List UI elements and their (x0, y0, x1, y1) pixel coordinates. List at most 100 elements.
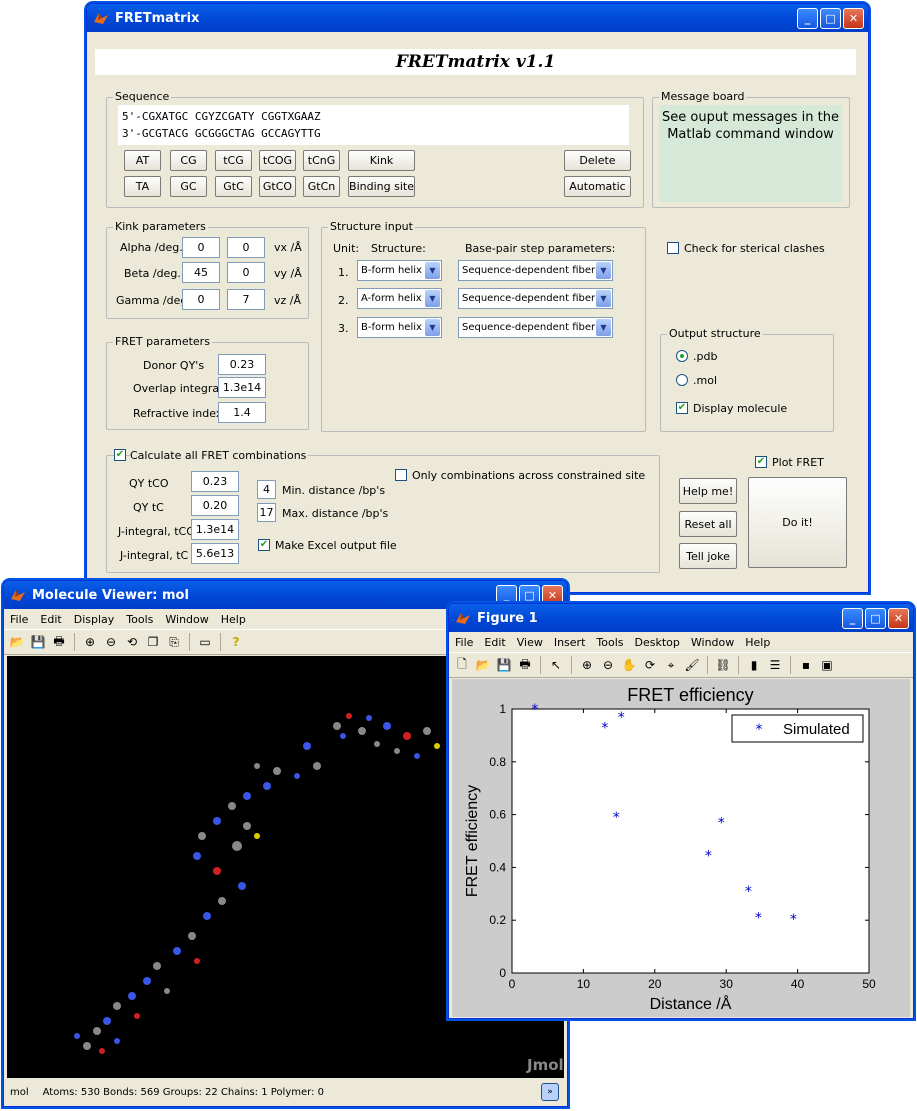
help-button[interactable]: Help me! (679, 478, 737, 504)
molecule-status-bar: mol Atoms: 530 Bonds: 569 Groups: 22 Cha… (4, 1078, 567, 1106)
tcg-button[interactable]: tCG (215, 150, 252, 171)
cg-button[interactable]: CG (170, 150, 207, 171)
gamma-angle-field[interactable]: 0 (182, 289, 220, 310)
beta-angle-field[interactable]: 45 (182, 262, 220, 283)
structure-select-3[interactable]: B-form helix ▼ (357, 317, 442, 338)
figure-titlebar[interactable]: Figure 1 _ □ ✕ (449, 604, 913, 632)
maximize-button[interactable]: □ (820, 8, 841, 29)
legend-icon[interactable]: ☰ (769, 658, 781, 672)
legend-marker: * (756, 722, 763, 738)
bp-select-1[interactable]: Sequence-dependent fiber ▼ (458, 260, 613, 281)
kink-button[interactable]: Kink (348, 150, 415, 171)
zoom-in-icon[interactable]: ⊕ (581, 658, 593, 672)
zoom-in-icon[interactable]: ⊕ (84, 635, 96, 649)
min-distance-field[interactable]: 4 (257, 480, 276, 499)
automatic-button[interactable]: Automatic (564, 176, 631, 197)
close-button[interactable]: ✕ (843, 8, 864, 29)
fretmatrix-titlebar[interactable]: FRETmatrix _ □ ✕ (87, 4, 868, 32)
vz-field[interactable]: 7 (227, 289, 265, 310)
menu-file[interactable]: File (455, 635, 474, 649)
menu-help[interactable]: Help (745, 635, 771, 649)
alpha-angle-field[interactable]: 0 (182, 237, 220, 258)
close-button[interactable]: ✕ (888, 608, 909, 629)
do-it-button[interactable]: Do it! (748, 477, 847, 568)
qy-tco-field[interactable]: 0.23 (191, 471, 239, 492)
colorbar-icon[interactable]: ▮ (750, 658, 758, 672)
gtcn-button[interactable]: GtCn (303, 176, 340, 197)
menu-display[interactable]: Display (73, 612, 115, 626)
mol-radio[interactable] (676, 374, 688, 386)
zoom-out-icon[interactable]: ⊖ (105, 635, 117, 649)
tcog-button[interactable]: tCOG (259, 150, 296, 171)
menu-edit[interactable]: Edit (484, 635, 506, 649)
donor-qy-field[interactable]: 0.23 (218, 354, 266, 375)
delete-button[interactable]: Delete (564, 150, 631, 171)
menu-help[interactable]: Help (220, 612, 246, 626)
menu-window[interactable]: Window (165, 612, 209, 626)
minimize-button[interactable]: _ (797, 8, 818, 29)
save-icon[interactable]: 💾 (30, 635, 46, 649)
only-constrained-checkbox[interactable] (395, 469, 407, 481)
menu-tools[interactable]: Tools (596, 635, 624, 649)
sterical-clash-checkbox[interactable] (667, 242, 679, 254)
console-icon[interactable]: ▭ (199, 635, 211, 649)
new-figure-icon[interactable]: 🗋 (457, 656, 467, 671)
open-folder-icon[interactable]: 📂 (475, 658, 491, 672)
vx-field[interactable]: 0 (227, 237, 265, 258)
rotate-icon[interactable]: ⟲ (126, 635, 138, 649)
open-folder-icon[interactable]: 📂 (9, 635, 25, 649)
minimize-button[interactable]: _ (842, 608, 863, 629)
j-integral-tco-field[interactable]: 1.3e14 (191, 519, 239, 540)
binding-site-button[interactable]: Binding site (348, 176, 415, 197)
data-cursor-icon[interactable]: ⌖ (667, 657, 675, 672)
structure-select-2[interactable]: A-form helix ▼ (357, 288, 442, 309)
excel-output-checkbox[interactable]: ✔ (258, 539, 270, 551)
pan-icon[interactable]: ✋ (621, 658, 637, 672)
structure-select-1[interactable]: B-form helix ▼ (357, 260, 442, 281)
save-icon[interactable]: 💾 (496, 658, 512, 672)
gtc-button[interactable]: GtC (215, 176, 252, 197)
zoom-out-icon[interactable]: ⊖ (602, 658, 614, 672)
max-distance-field[interactable]: 17 (257, 503, 276, 522)
maximize-button[interactable]: □ (865, 608, 886, 629)
refractive-index-field[interactable]: 1.4 (218, 402, 266, 423)
print-icon[interactable]: 🖶 (53, 633, 65, 648)
show-plot-tools-icon[interactable]: ▣ (821, 658, 833, 672)
tell-joke-button[interactable]: Tell joke (679, 543, 737, 569)
plot-fret-checkbox[interactable]: ✔ (755, 456, 767, 468)
export-icon[interactable]: ⎘ (169, 634, 179, 649)
display-molecule-checkbox[interactable]: ✔ (676, 402, 688, 414)
link-icon[interactable]: ⛓ (715, 658, 731, 672)
menu-edit[interactable]: Edit (40, 612, 62, 626)
pointer-icon[interactable]: ↖ (550, 658, 562, 672)
menu-window[interactable]: Window (690, 635, 735, 649)
qy-tc-field[interactable]: 0.20 (191, 495, 239, 516)
menu-insert[interactable]: Insert (553, 635, 586, 649)
menu-file[interactable]: File (10, 612, 29, 626)
bp-select-2[interactable]: Sequence-dependent fiber ▼ (458, 288, 613, 309)
menu-tools[interactable]: Tools (126, 612, 154, 626)
hide-plot-tools-icon[interactable]: ▪ (801, 658, 811, 672)
close-icon: ✕ (547, 589, 558, 602)
pdb-radio[interactable] (676, 350, 688, 362)
ta-button[interactable]: TA (124, 176, 161, 197)
vy-field[interactable]: 0 (227, 262, 265, 283)
help-icon[interactable]: ? (232, 635, 240, 649)
tcng-button[interactable]: tCnG (303, 150, 340, 171)
rotate-3d-icon[interactable]: ⟳ (644, 658, 656, 672)
overlap-integral-field[interactable]: 1.3e14 (218, 377, 266, 398)
print-icon[interactable]: 🖶 (519, 656, 531, 671)
menu-view[interactable]: View (516, 635, 543, 649)
at-button[interactable]: AT (124, 150, 161, 171)
gtco-button[interactable]: GtCO (259, 176, 296, 197)
reset-button[interactable]: Reset all (679, 511, 737, 537)
gc-button[interactable]: GC (170, 176, 207, 197)
j-integral-tc-field[interactable]: 5.6e13 (191, 543, 239, 564)
bp-select-3[interactable]: Sequence-dependent fiber ▼ (458, 317, 613, 338)
calc-all-checkbox[interactable]: ✔ (114, 449, 126, 461)
menu-desktop[interactable]: Desktop (634, 635, 680, 649)
expand-icon[interactable]: » (541, 1083, 559, 1101)
brush-icon[interactable]: 🖌 (684, 658, 700, 672)
copy-icon[interactable]: ❐ (147, 635, 159, 649)
sequence-editor[interactable]: 5'-CGXATGC CGYZCGATY CGGTXGAAZ 3'-GCGTAC… (118, 105, 629, 145)
